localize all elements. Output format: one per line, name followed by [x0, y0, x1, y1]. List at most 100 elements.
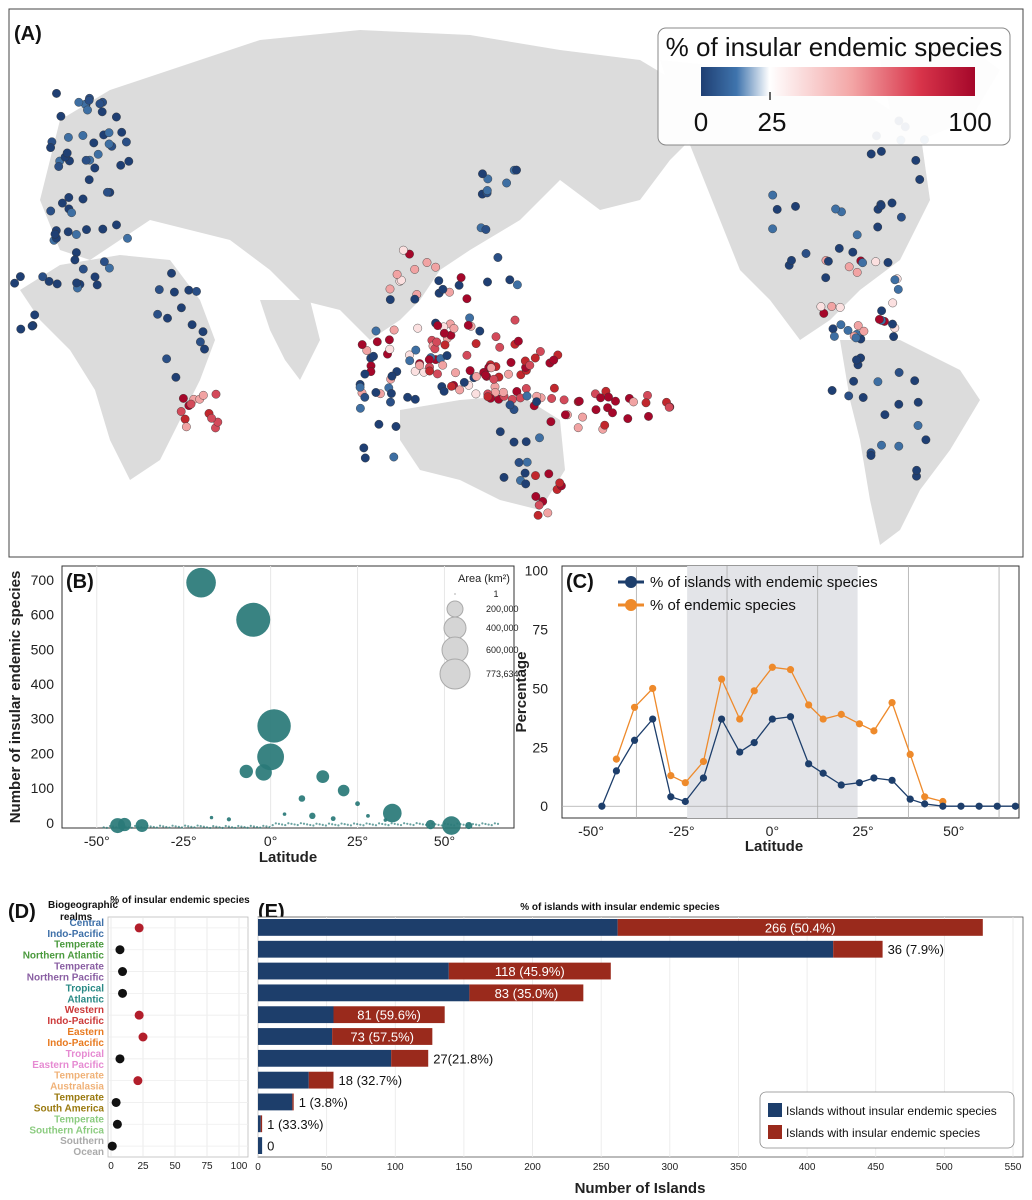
panel-b-baseline-point: [262, 824, 265, 827]
bar-value-label: 81 (59.6%): [357, 1008, 421, 1023]
panel-b-point: [309, 812, 316, 820]
bar-without-endemic: [258, 1093, 293, 1111]
size-legend-circle-5: [439, 658, 471, 690]
island-marker: [491, 332, 501, 342]
panel-b-ytick: 600: [31, 607, 55, 623]
panel-b-point: [442, 816, 461, 835]
island-marker: [387, 371, 397, 381]
island-marker: [112, 112, 121, 122]
realm-name-line1: Temperate: [54, 940, 104, 951]
island-marker: [535, 433, 544, 443]
island-marker: [360, 392, 370, 402]
panel-b-baseline-point: [158, 824, 162, 827]
island-marker: [123, 233, 132, 243]
panel-c-series-point: [906, 795, 914, 803]
island-marker: [385, 295, 395, 304]
island-marker: [768, 190, 778, 200]
island-marker: [573, 423, 583, 433]
island-marker: [105, 263, 114, 273]
panel-c-series-point: [612, 767, 621, 775]
panel-b-baseline-point: [162, 825, 165, 828]
legend-label-islands: % of islands with endemic species: [650, 574, 878, 591]
island-marker: [877, 146, 886, 156]
legend-label-without: Islands without insular endemic species: [786, 1104, 997, 1118]
island-marker: [504, 369, 513, 379]
panel-b-baseline-point: [334, 823, 337, 826]
legend-label-with: Islands with insular endemic species: [786, 1126, 980, 1140]
panel-b-xtick: 50°: [434, 833, 455, 849]
panel-c-series-point: [993, 802, 1001, 810]
bar-without-endemic: [258, 1006, 334, 1024]
panel-c-series-point: [768, 715, 776, 723]
island-marker: [198, 390, 208, 400]
island-marker: [167, 268, 176, 278]
island-marker: [512, 165, 521, 175]
panel-b-ytick: 100: [31, 780, 55, 796]
panel-e-xlabel: Number of Islands: [575, 1180, 706, 1197]
bar-without-endemic: [258, 919, 618, 936]
panel-b-baseline-point: [224, 824, 227, 828]
panel-b-point: [425, 819, 436, 830]
island-marker: [180, 414, 190, 424]
panel-d-xtick: 100: [231, 1161, 248, 1172]
panel-b-baseline-point: [280, 823, 284, 826]
panel-c-series-point: [699, 774, 708, 782]
panel-e-xtick: 0: [255, 1162, 261, 1173]
panel-b-baseline-point: [321, 823, 324, 826]
island-marker: [521, 437, 531, 447]
island-marker: [456, 273, 466, 282]
bar-with-endemic: [469, 984, 584, 1002]
panel-b-scatter: -50° -25° 0° 25° 50° 0 100 200 300 400 500 600 700 L…: [7, 565, 519, 866]
island-marker: [522, 391, 532, 401]
panel-c-series-point: [819, 769, 827, 777]
bar-without-endemic: [258, 940, 834, 958]
island-marker: [67, 208, 77, 218]
panel-c-series-point: [667, 793, 675, 801]
island-marker: [385, 284, 395, 294]
island-marker: [495, 427, 505, 437]
panel-d-ylabel-line2: realms: [60, 912, 93, 923]
island-marker: [921, 435, 931, 445]
realm-name-line2: Northern Atlantic: [23, 951, 105, 962]
island-marker: [834, 243, 844, 253]
island-marker: [372, 337, 382, 347]
panel-e-bar-rows: 266 (50.4%) 36 (7.9%) 118 (45.9%) 83 (35.0%…: [258, 919, 983, 1154]
panel-c-series-point: [736, 715, 744, 723]
island-marker: [187, 320, 197, 330]
island-marker: [116, 160, 126, 170]
bar-value-label: 27(21.8%): [433, 1051, 493, 1066]
bar-with-endemic: [332, 1028, 433, 1045]
panel-c-series-point: [630, 736, 639, 744]
bar-value-label: 1 (33.3%): [267, 1117, 323, 1132]
island-marker: [93, 149, 103, 159]
panel-b-ytick: 200: [31, 745, 55, 761]
island-marker: [913, 421, 923, 430]
island-marker: [915, 175, 925, 184]
island-marker: [830, 331, 839, 341]
island-marker: [489, 374, 499, 384]
island-marker: [176, 303, 186, 313]
panel-d-gridlines: [108, 917, 248, 1157]
panel-b-baseline-point: [493, 822, 496, 825]
panel-b-baseline-point: [490, 824, 493, 827]
panel-b-baseline-point: [349, 824, 353, 827]
panel-b-point: [186, 567, 216, 598]
panel-b-point: [257, 743, 285, 771]
island-marker: [46, 143, 55, 153]
island-marker: [478, 169, 487, 179]
island-marker: [211, 389, 221, 399]
panel-c-series-point: [681, 797, 689, 806]
island-marker: [50, 229, 60, 239]
india-landmass: [260, 300, 320, 380]
realm-value-point: [115, 1054, 125, 1064]
island-marker: [389, 452, 399, 462]
panel-c-series-point: [699, 757, 708, 766]
island-marker: [463, 320, 473, 330]
bar-with-endemic: [333, 1006, 445, 1024]
island-marker: [787, 255, 796, 265]
panel-d-xtick: 0: [108, 1161, 114, 1172]
panel-b-baseline-point: [343, 823, 346, 826]
panel-b-baseline-point: [243, 826, 246, 829]
island-marker: [873, 377, 883, 387]
panel-b-xtick: -25°: [171, 833, 197, 849]
